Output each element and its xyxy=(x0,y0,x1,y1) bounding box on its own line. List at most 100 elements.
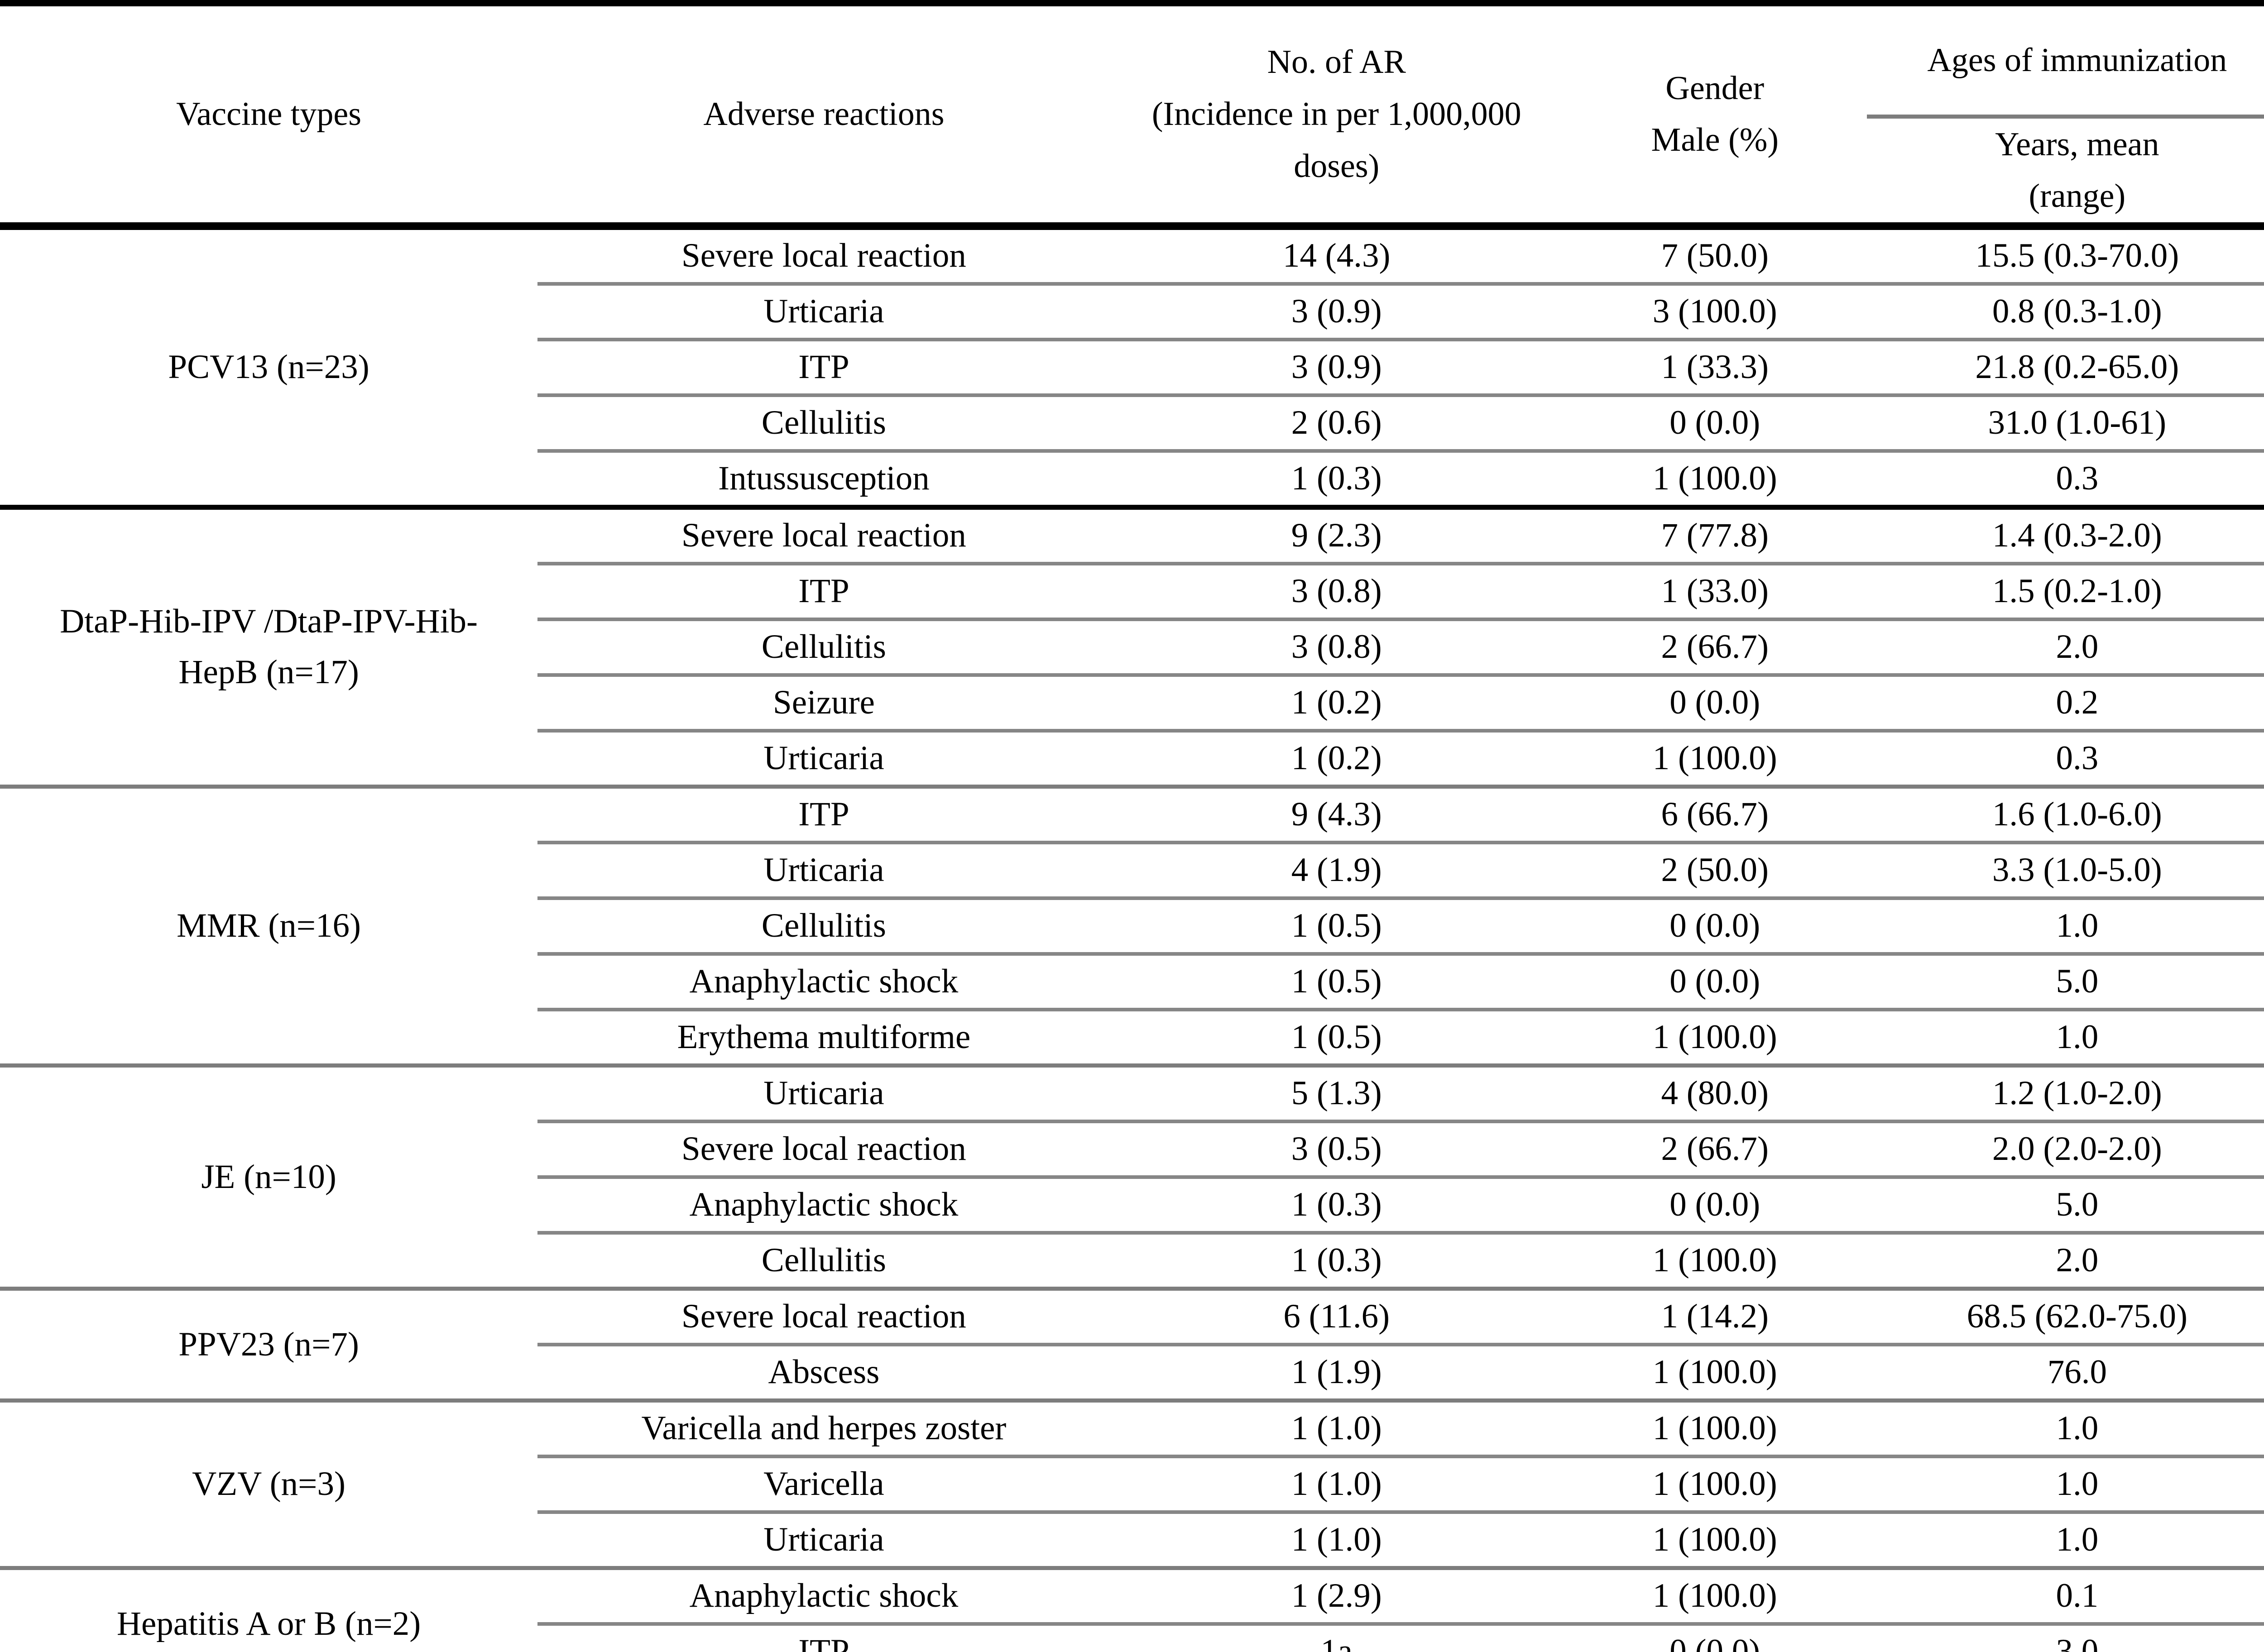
no-of-ar-cell: 3 (0.9) xyxy=(1110,337,1563,395)
col-header-ages-of-immunization: Ages of immunization xyxy=(1927,41,2227,79)
no-of-ar-cell: 4 (1.9) xyxy=(1110,840,1563,898)
gender-male-cell: 1 (100.0) xyxy=(1563,1454,1867,1512)
adverse-reaction-cell: Intussusception xyxy=(537,449,1110,508)
gender-male-cell: 2 (50.0) xyxy=(1563,840,1867,898)
age-of-immunization-cell: 68.5 (62.0-75.0) xyxy=(1866,1286,2264,1345)
adverse-reaction-cell: Cellulitis xyxy=(537,1231,1110,1289)
vaccine-name-cell: MMR (n=16) xyxy=(0,784,538,1066)
table-row: MMR (n=16) ITP 9 (4.3) 6 (66.7) 1.6 (1.0-6.0… xyxy=(0,784,2264,1066)
age-of-immunization-cell: 1.5 (0.2-1.0) xyxy=(1866,561,2264,619)
gender-male-cell: 0 (0.0) xyxy=(1563,673,1867,731)
age-of-immunization-cell: 15.5 (0.3-70.0) xyxy=(1975,237,2179,275)
gender-male-cell: 7 (50.0) xyxy=(1661,237,1769,275)
adverse-reaction-cell: ITP xyxy=(537,784,1110,843)
adverse-reaction-cell: Varicella and herpes zoster xyxy=(537,1398,1110,1456)
no-of-ar-cell: 1 (0.3) xyxy=(1110,449,1563,508)
age-of-immunization-cell: 3.0 xyxy=(1866,1622,2264,1652)
vaccine-name-cell: JE (n=10) xyxy=(0,1063,538,1289)
age-of-immunization-cell: 31.0 (1.0-61) xyxy=(1866,393,2264,451)
table-row: VZV (n=3) Varicella and herpes zoster 1 (1… xyxy=(0,1398,2264,1568)
age-of-immunization-cell: 0.8 (0.3-1.0) xyxy=(1866,282,2264,340)
adverse-reaction-cell: Cellulitis xyxy=(537,617,1110,675)
adverse-reaction-cell: ITP xyxy=(537,561,1110,619)
age-of-immunization-cell: 1.0 xyxy=(1866,896,2264,954)
adverse-reaction-cell: Urticaria xyxy=(537,282,1110,340)
no-of-ar-cell: 14 (4.3) xyxy=(1283,237,1391,275)
adverse-reaction-cell: ITP xyxy=(537,337,1110,395)
adverse-reaction-cell: Urticaria xyxy=(537,840,1110,898)
adverse-reaction-cell: Severe local reaction xyxy=(681,237,966,275)
gender-male-cell: 1 (100.0) xyxy=(1563,1231,1867,1289)
no-of-ar-cell: 1 (1.0) xyxy=(1110,1510,1563,1568)
gender-male-cell: 1 (100.0) xyxy=(1563,1342,1867,1401)
age-of-immunization-cell: 21.8 (0.2-65.0) xyxy=(1866,337,2264,395)
no-of-ar-cell: 1 (2.9) xyxy=(1110,1566,1563,1624)
gender-male-cell: 1 (100.0) xyxy=(1563,449,1867,508)
adverse-reaction-cell: Anaphylactic shock xyxy=(537,1566,1110,1624)
col-header-adverse-reactions: Adverse reactions xyxy=(537,3,1110,230)
table-body: PCV13 (n=23) Severe local reaction 14 (4.3… xyxy=(0,226,2264,1652)
header-row-top: Vaccine types Adverse reactions No. of A… xyxy=(0,3,2264,230)
gender-male-cell: 1 (14.2) xyxy=(1563,1286,1867,1345)
gender-male-cell: 1 (100.0) xyxy=(1563,1007,1867,1066)
adverse-reaction-cell: Cellulitis xyxy=(537,393,1110,451)
no-of-ar-cell: 9 (4.3) xyxy=(1110,784,1563,843)
age-of-immunization-cell: 5.0 xyxy=(1866,1175,2264,1233)
table-row: Hepatitis A or B (n=2) Anaphylactic shock… xyxy=(0,1566,2264,1652)
age-of-immunization-cell: 76.0 xyxy=(1866,1342,2264,1401)
no-of-ar-cell: 2 (0.6) xyxy=(1110,393,1563,451)
age-of-immunization-cell: 0.2 xyxy=(1866,673,2264,731)
no-of-ar-cell: 1 (0.2) xyxy=(1110,673,1563,731)
gender-male-cell: 1 (100.0) xyxy=(1563,728,1867,787)
no-of-ar-cell: 3 (0.5) xyxy=(1110,1119,1563,1177)
table-row: JE (n=10) Urticaria 5 (1.3) 4 (80.0) 1.2 (1.… xyxy=(0,1063,2264,1289)
gender-male-cell: 0 (0.0) xyxy=(1563,1175,1867,1233)
adverse-reaction-cell: Erythema multiforme xyxy=(537,1007,1110,1066)
adverse-reaction-cell: Seizure xyxy=(537,673,1110,731)
adverse-reaction-cell: ITP xyxy=(537,1622,1110,1652)
gender-male-cell: 0 (0.0) xyxy=(1563,1622,1867,1652)
adverse-reaction-cell: Anaphylactic shock xyxy=(537,952,1110,1010)
age-of-immunization-cell: 1.0 xyxy=(1866,1398,2264,1456)
age-of-immunization-cell: 2.0 xyxy=(1866,617,2264,675)
no-of-ar-cell: 5 (1.3) xyxy=(1110,1063,1563,1121)
adverse-reaction-cell: Severe local reaction xyxy=(537,504,1110,564)
gender-male-cell: 2 (66.7) xyxy=(1563,1119,1867,1177)
adverse-reaction-cell: Abscess xyxy=(537,1342,1110,1401)
adverse-reaction-cell: Urticaria xyxy=(537,1510,1110,1568)
age-of-immunization-cell: 1.2 (1.0-2.0) xyxy=(1866,1063,2264,1121)
age-of-immunization-cell: 0.3 xyxy=(1866,449,2264,508)
gender-male-cell: 0 (0.0) xyxy=(1563,952,1867,1010)
table-row: PCV13 (n=23) Severe local reaction 14 (4.3… xyxy=(0,226,2264,386)
adverse-reaction-cell: Anaphylactic shock xyxy=(537,1175,1110,1233)
adverse-reaction-cell: Cellulitis xyxy=(537,896,1110,954)
age-of-immunization-cell: 2.0 xyxy=(1866,1231,2264,1289)
header-row-sub: Years, mean (range) mean ± standard devi… xyxy=(0,114,2264,230)
no-of-ar-cell: 1 (1.0) xyxy=(1110,1398,1563,1456)
gender-male-cell: 6 (66.7) xyxy=(1563,784,1867,843)
gender-male-cell: 7 (77.8) xyxy=(1563,504,1867,564)
gender-male-cell: 4 (80.0) xyxy=(1563,1063,1867,1121)
no-of-ar-cell: 1 (1.0) xyxy=(1110,1454,1563,1512)
age-of-immunization-cell: 3.3 (1.0-5.0) xyxy=(1866,840,2264,898)
table-row: PPV23 (n=7) Severe local reaction 6 (11.6)… xyxy=(0,1286,2264,1401)
no-of-ar-cell: 3 (0.8) xyxy=(1110,561,1563,619)
vaccine-name-cell: PPV23 (n=7) xyxy=(0,1286,538,1401)
no-of-ar-cell: 9 (2.3) xyxy=(1110,504,1563,564)
no-of-ar-cell: 1 (0.3) xyxy=(1110,1231,1563,1289)
age-of-immunization-cell: 1.4 (0.3-2.0) xyxy=(1866,504,2264,564)
gender-male-cell: 1 (100.0) xyxy=(1563,1510,1867,1568)
